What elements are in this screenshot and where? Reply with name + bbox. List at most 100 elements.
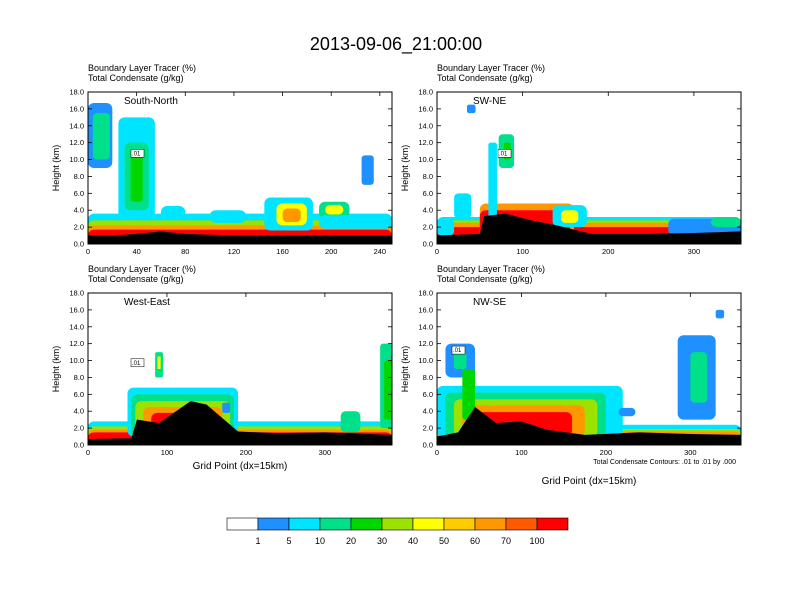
- colorbar-swatch: [412, 517, 445, 531]
- y-tick-label: 16.0: [69, 104, 84, 113]
- contour-label-box: [130, 149, 145, 158]
- y-axis-label: Height (km): [51, 145, 61, 192]
- tracer-field: [88, 102, 392, 244]
- tracer-shading: [690, 352, 708, 403]
- tracer-shading: [325, 205, 344, 215]
- colorbar-label: 10: [315, 536, 325, 546]
- y-tick-label: 18.0: [418, 88, 433, 97]
- y-tick-label: 0.0: [74, 240, 84, 249]
- contour-label: .01: [453, 348, 462, 354]
- y-tick-label: 12.0: [69, 339, 84, 348]
- location-marker: [237, 235, 245, 243]
- colorbar-swatch: [226, 517, 259, 531]
- contour-label-box: [497, 149, 512, 158]
- y-tick-label: 14.0: [418, 121, 433, 130]
- section-label: NW-SE: [473, 297, 506, 308]
- x-tick-label: 100: [516, 247, 529, 256]
- cross-section-panel-2: Boundary Layer Tracer (%)Total Condensat…: [400, 63, 742, 256]
- colorbar-label: 100: [529, 536, 544, 546]
- x-tick-label: 160: [276, 247, 289, 256]
- y-tick-label: 2.0: [74, 223, 84, 232]
- x-tick-label: 200: [325, 247, 338, 256]
- x-tick-label: 120: [228, 247, 241, 256]
- location-marker: [236, 436, 244, 444]
- tracer-shading: [453, 352, 467, 369]
- y-tick-label: 16.0: [418, 305, 433, 314]
- panel-title-tracer: Boundary Layer Tracer (%): [88, 264, 196, 274]
- plot-frame: [436, 292, 742, 446]
- tracer-field: [437, 309, 741, 445]
- x-tick-label: 0: [86, 448, 90, 457]
- colorbar-swatch: [536, 517, 569, 531]
- y-axis-label: Height (km): [51, 346, 61, 393]
- y-tick-label: 6.0: [74, 189, 84, 198]
- y-tick-label: 18.0: [69, 88, 84, 97]
- contour-label: .01: [499, 151, 508, 157]
- x-axis-label: Grid Point (dx=15km): [542, 476, 637, 487]
- colorbar-label: 1: [255, 536, 260, 546]
- y-axis-label: Height (km): [400, 346, 410, 393]
- location-marker: [585, 235, 593, 243]
- colorbar-label: 5: [286, 536, 291, 546]
- y-tick-label: 8.0: [74, 373, 84, 382]
- y-tick-label: 4.0: [74, 206, 84, 215]
- y-tick-label: 0.0: [423, 240, 433, 249]
- cross-section-panel-3: Boundary Layer Tracer (%)Total Condensat…: [51, 264, 393, 472]
- contour-label-box: [451, 345, 466, 355]
- y-tick-label: 2.0: [423, 424, 433, 433]
- y-tick-label: 8.0: [423, 373, 433, 382]
- contour-label: .01: [132, 151, 141, 157]
- panel-title-tracer: Boundary Layer Tracer (%): [88, 63, 196, 73]
- tracer-field: [437, 104, 741, 244]
- colorbar-swatch: [381, 517, 414, 531]
- contour-label-box: [130, 358, 145, 368]
- tracer-field: [88, 343, 392, 445]
- x-tick-label: 80: [181, 247, 189, 256]
- tracer-shading: [384, 360, 392, 420]
- terrain: [88, 401, 392, 445]
- tracer-shading: [454, 193, 472, 219]
- tracer-shading: [92, 113, 110, 160]
- x-tick-label: 200: [240, 448, 253, 457]
- panel-title-condensate: Total Condensate (g/kg): [437, 274, 533, 284]
- colorbar-swatch: [505, 517, 538, 531]
- x-tick-label: 240: [374, 247, 387, 256]
- y-tick-label: 6.0: [423, 189, 433, 198]
- tracer-shading: [466, 104, 476, 114]
- x-tick-label: 0: [435, 247, 439, 256]
- cross-section-panel-1: Boundary Layer Tracer (%)Total Condensat…: [51, 63, 393, 256]
- y-axis-label: Height (km): [400, 145, 410, 192]
- y-tick-label: 2.0: [423, 223, 433, 232]
- tracer-shading: [222, 402, 231, 413]
- tracer-shading: [209, 210, 247, 223]
- x-axis-label: Grid Point (dx=15km): [193, 461, 288, 472]
- tracer-shading: [157, 356, 161, 369]
- y-tick-label: 8.0: [423, 172, 433, 181]
- contour-footnote: Total Condensate Contours: .01 to .01 by…: [593, 459, 736, 466]
- colorbar-label: 30: [377, 536, 387, 546]
- cross-section-panel-4: Boundary Layer Tracer (%)Total Condensat…: [400, 264, 742, 487]
- panel-title-condensate: Total Condensate (g/kg): [88, 73, 184, 83]
- colorbar-swatch: [474, 517, 507, 531]
- y-tick-label: 6.0: [423, 390, 433, 399]
- colorbar-label: 50: [439, 536, 449, 546]
- x-tick-label: 200: [602, 247, 615, 256]
- x-tick-label: 300: [319, 448, 332, 457]
- colorbar-label: 40: [408, 536, 418, 546]
- contour-label: .01: [132, 361, 141, 367]
- tracer-shading: [561, 210, 579, 223]
- tracer-shading: [462, 369, 475, 420]
- colorbar-label: 20: [346, 536, 356, 546]
- colorbar-swatch: [288, 517, 321, 531]
- colorbar-swatch: [443, 517, 476, 531]
- panel-title-condensate: Total Condensate (g/kg): [437, 73, 533, 83]
- colorbar-swatch: [257, 517, 290, 531]
- y-tick-label: 18.0: [418, 289, 433, 298]
- tracer-shading: [130, 151, 143, 202]
- x-tick-label: 300: [688, 247, 701, 256]
- y-tick-label: 8.0: [74, 172, 84, 181]
- tracer-shading: [711, 216, 741, 228]
- tracer-shading: [282, 208, 301, 223]
- y-tick-label: 6.0: [74, 390, 84, 399]
